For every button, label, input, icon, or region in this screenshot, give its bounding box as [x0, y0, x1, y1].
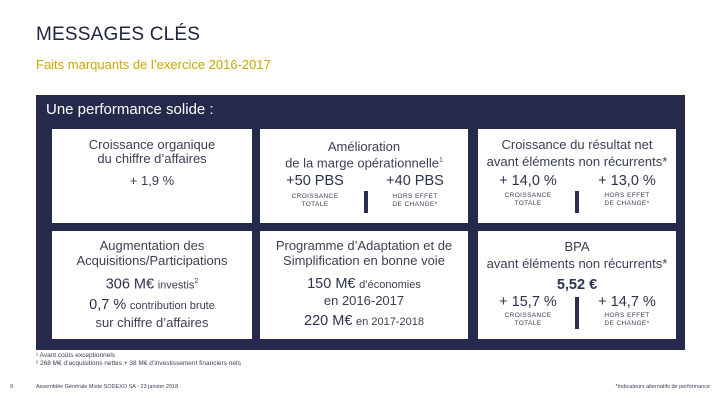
operating-margin-line2: de la marge opérationnelle: [285, 155, 440, 171]
net-income-fx-label2: DE CHANGE*: [604, 200, 650, 207]
net-income-line2: avant éléments non récurrents*: [486, 154, 668, 169]
savings-2018-period: en 2017-2018: [356, 316, 424, 328]
eps-line2: avant éléments non récurrents*: [486, 256, 668, 271]
eps-total-label2: TOTALE: [514, 320, 542, 327]
eps-value: 5,52 €: [556, 277, 598, 293]
footnote-2: ² 268 M€ d’acquisitions nettes + 38 M€ d…: [36, 360, 242, 367]
organic-growth-box: Croissance organique du chiffre d’affair…: [52, 129, 252, 223]
footer-event: Assemblée Générale Mixte SODEXO SA - 23 …: [36, 384, 179, 390]
footnote-1: ¹ Avant coûts exceptionnels: [36, 352, 116, 359]
acquisitions-line1: Augmentation des: [99, 238, 205, 253]
acquisitions-contribution-value: 0,7 %: [89, 297, 127, 313]
savings-2017-value: 150 M€: [307, 276, 356, 292]
organic-growth-line2: du chiffre d’affaires: [97, 151, 207, 166]
operating-margin-total-label1: CROISSANCE: [291, 193, 339, 200]
eps-total-value: + 15,7 %: [499, 294, 557, 310]
operating-margin-fx-label2: DE CHANGE*: [392, 201, 438, 208]
organic-growth-value: + 1,9 %: [129, 173, 175, 188]
acquisitions-line2: Acquisitions/Participations: [76, 253, 228, 268]
savings-2018-value: 220 M€: [304, 313, 353, 329]
net-income-fx-value: + 13,0 %: [598, 173, 656, 189]
savings-2017-period: en 2016-2017: [323, 293, 405, 308]
net-income-divider: [575, 191, 579, 213]
operating-margin-divider: [364, 191, 368, 213]
eps-divider: [575, 297, 579, 329]
net-income-total-label1: CROISSANCE: [504, 192, 552, 199]
eps-fx-value: + 14,7 %: [598, 294, 656, 310]
adaptation-program-box: Programme d’Adaptation et de Simplificat…: [260, 231, 468, 339]
acquisitions-contribution-label2: sur chiffre d’affaires: [95, 315, 209, 330]
operating-margin-footnote-ref: 1: [439, 157, 443, 164]
acquisitions-invested-value: 306 M€: [105, 276, 155, 293]
organic-growth-line1: Croissance organique: [88, 137, 216, 152]
eps-total-label1: CROISSANCE: [504, 312, 552, 319]
footer-indicator-note: *Indicateurs alternatifs de performance: [615, 384, 710, 390]
acquisitions-box: Augmentation des Acquisitions/Participat…: [52, 231, 252, 339]
net-income-fx-label1: HORS EFFET: [604, 192, 650, 199]
adaptation-program-line2: Simplification en bonne voie: [283, 253, 445, 268]
page-number: 9: [10, 384, 14, 390]
acquisitions-footnote-ref: 2: [194, 278, 199, 285]
adaptation-program-line1: Programme d’Adaptation et de: [275, 238, 453, 253]
acquisitions-invested-label: investis: [157, 279, 195, 292]
operating-margin-fx-label1: HORS EFFET: [392, 193, 438, 200]
eps-fx-label1: HORS EFFET: [604, 312, 650, 319]
net-income-total-label2: TOTALE: [514, 200, 542, 207]
page-subtitle: Faits marquants de l’exercice 2016-2017: [36, 57, 271, 72]
operating-margin-line1: Amélioration: [327, 139, 401, 154]
page-title: MESSAGES CLÉS: [36, 24, 201, 45]
savings-2017-label: d’économies: [359, 279, 421, 291]
performance-panel: Une performance solide : Croissance orga…: [36, 95, 685, 350]
net-income-total-value: + 14,0 %: [499, 173, 557, 189]
operating-margin-total-label2: TOTALE: [301, 201, 329, 208]
net-income-box: Croissance du résultat net avant élément…: [478, 129, 676, 223]
footnotes: ¹ Avant coûts exceptionnels ² 268 M€ d’a…: [36, 352, 241, 368]
net-income-line1: Croissance du résultat net: [501, 137, 653, 152]
operating-margin-fx-value: +40 PBS: [386, 173, 444, 189]
operating-margin-total-value: +50 PBS: [286, 173, 344, 189]
eps-line1: BPA: [564, 239, 590, 254]
eps-fx-label2: DE CHANGE*: [604, 320, 650, 327]
panel-heading: Une performance solide :: [46, 101, 214, 118]
operating-margin-box: Amélioration de la marge opérationnelle1…: [260, 129, 468, 223]
acquisitions-contribution-label: contribution brute: [129, 300, 215, 312]
eps-box: BPA avant éléments non récurrents* 5,52 …: [478, 231, 676, 339]
